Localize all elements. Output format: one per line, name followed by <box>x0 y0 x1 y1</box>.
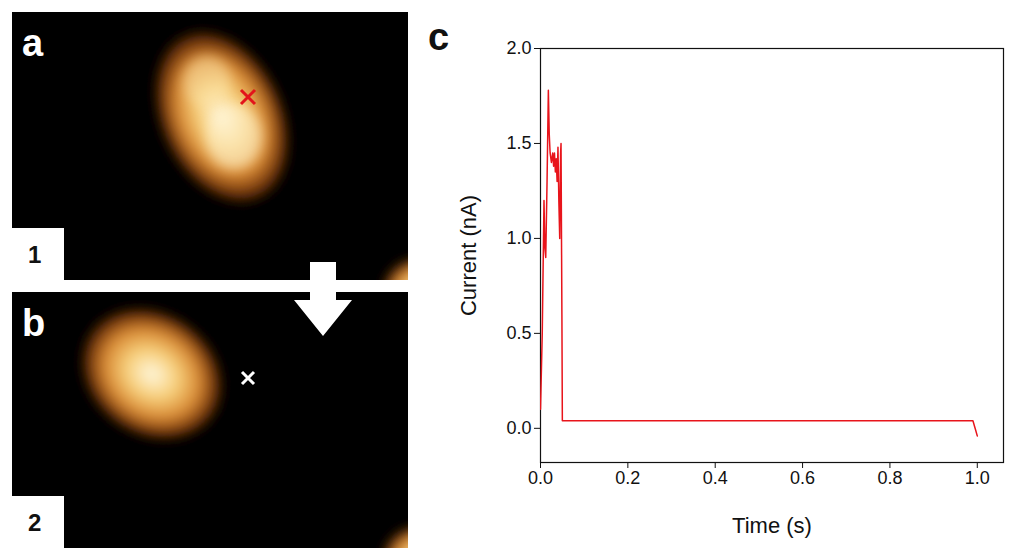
svg-text:2.0: 2.0 <box>506 38 531 58</box>
svg-text:0.4: 0.4 <box>703 468 728 488</box>
svg-text:b: b <box>22 302 45 344</box>
svg-text:0.0: 0.0 <box>506 418 531 438</box>
svg-text:a: a <box>22 22 44 64</box>
svg-text:Current (nA): Current (nA) <box>456 195 481 316</box>
svg-text:2: 2 <box>28 509 41 536</box>
svg-text:0.5: 0.5 <box>506 323 531 343</box>
svg-text:1.0: 1.0 <box>506 228 531 248</box>
svg-text:1.0: 1.0 <box>965 468 990 488</box>
svg-text:1: 1 <box>28 241 41 268</box>
svg-text:0.8: 0.8 <box>877 468 902 488</box>
svg-text:Time (s): Time (s) <box>732 513 812 538</box>
svg-text:0.0: 0.0 <box>528 468 553 488</box>
html-text:c: c <box>428 16 450 58</box>
svg-text:1.5: 1.5 <box>506 133 531 153</box>
svg-text:0.6: 0.6 <box>790 468 815 488</box>
svg-text:0.2: 0.2 <box>615 468 640 488</box>
